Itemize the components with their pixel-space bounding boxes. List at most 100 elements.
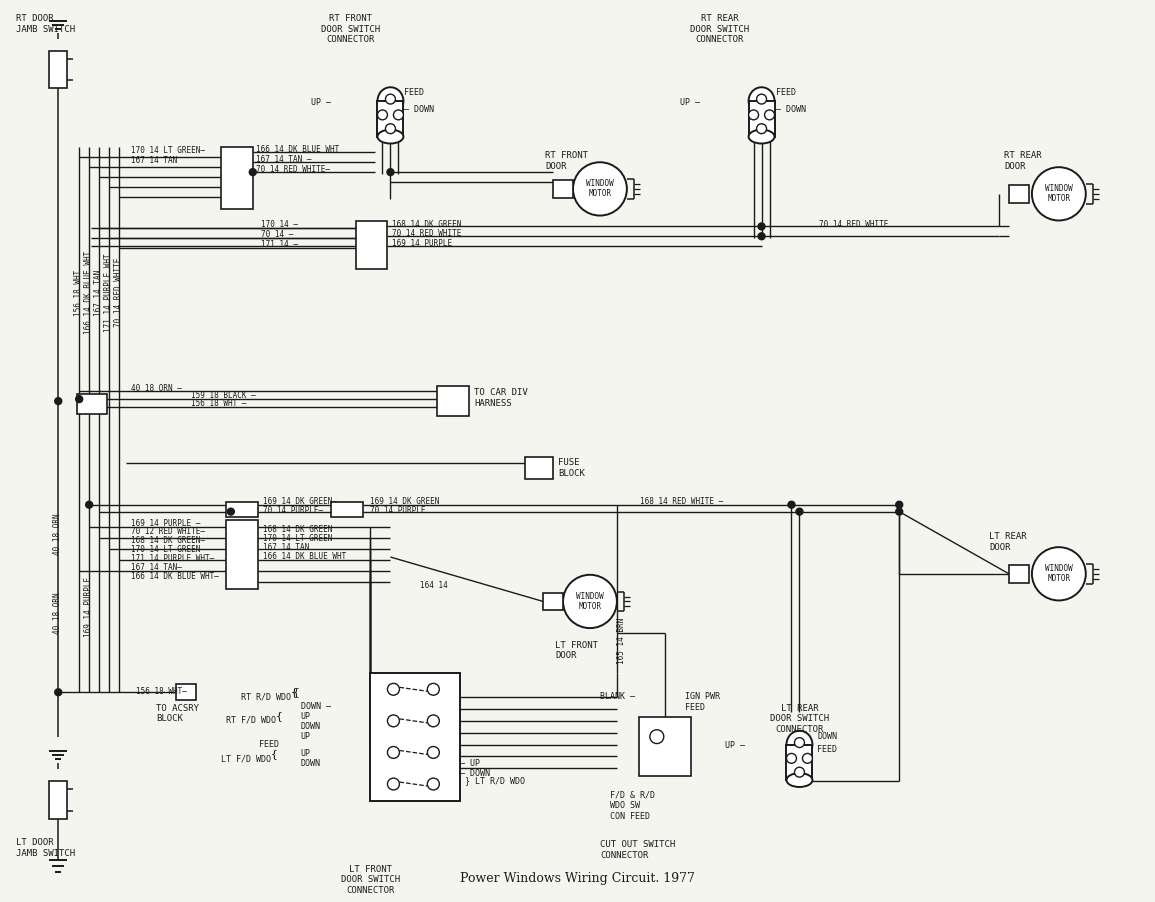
Text: Power Windows Wiring Circuit. 1977: Power Windows Wiring Circuit. 1977 [460,871,694,885]
Circle shape [427,778,439,790]
Bar [787,744,812,780]
Text: 168 14 RED WHITE —: 168 14 RED WHITE — [640,497,723,506]
Circle shape [378,110,387,120]
Text: MOTOR: MOTOR [579,602,602,611]
Ellipse shape [787,773,812,787]
Text: MOTOR: MOTOR [588,189,611,198]
Bar [226,520,258,589]
Circle shape [896,502,903,508]
Text: UP: UP [300,712,311,721]
Bar [50,51,67,88]
Text: DOWN: DOWN [818,732,837,741]
Text: 169 14 DK GREEN—: 169 14 DK GREEN— [262,497,337,506]
Circle shape [427,747,439,759]
Text: 169 14 PURPLE —: 169 14 PURPLE — [131,519,201,528]
Text: 165 14 BRN: 165 14 BRN [618,618,626,664]
Text: MOTOR: MOTOR [1048,194,1071,203]
Text: F/D & R/D
WDO SW
CON FEED: F/D & R/D WDO SW CON FEED [610,791,655,821]
Circle shape [758,223,765,230]
Text: 167 14 TAN: 167 14 TAN [94,270,103,316]
Text: UP: UP [300,750,311,759]
Circle shape [228,508,234,515]
Ellipse shape [787,731,812,759]
Ellipse shape [378,130,403,143]
Text: WINDOW: WINDOW [586,179,613,189]
Text: TO CAR DIV
HARNESS: TO CAR DIV HARNESS [475,388,528,408]
Bar [543,593,562,611]
Bar [221,147,253,208]
Text: 167 14 TAN: 167 14 TAN [131,156,178,165]
Text: FEED: FEED [818,744,837,753]
Text: 156 18 WHT —: 156 18 WHT — [191,399,246,408]
Text: {: { [292,687,299,697]
Bar [371,673,461,801]
Circle shape [1031,167,1086,220]
Text: 70 14 RED WHITE: 70 14 RED WHITE [393,229,462,238]
Text: FEED: FEED [259,740,278,749]
Text: RT REAR
DOOR SWITCH
CONNECTOR: RT REAR DOOR SWITCH CONNECTOR [690,14,750,44]
Text: 166 14 DK BLUE WHT: 166 14 DK BLUE WHT [262,552,346,561]
Circle shape [573,162,627,216]
Text: 70 14 RED WHITE—: 70 14 RED WHITE— [255,165,330,174]
Text: 170 14 LT GREEN—: 170 14 LT GREEN— [131,545,206,554]
Circle shape [650,730,664,743]
Text: 169 14 PURPLE: 169 14 PURPLE [393,239,453,248]
Bar [77,394,107,414]
Circle shape [54,398,61,405]
Bar [553,180,573,198]
Text: DOWN: DOWN [300,722,321,731]
Text: } LT R/D WDO: } LT R/D WDO [465,776,526,785]
Text: 171 14 PURPLE WHT—: 171 14 PURPLE WHT— [131,554,215,563]
Bar [176,685,196,700]
Circle shape [757,124,767,133]
Circle shape [386,124,395,133]
Text: 167 14 TAN —: 167 14 TAN — [255,155,312,164]
Text: RT FRONT
DOOR SWITCH
CONNECTOR: RT FRONT DOOR SWITCH CONNECTOR [321,14,380,44]
Ellipse shape [378,87,403,115]
Bar [639,717,691,776]
Text: 170 14 —: 170 14 — [261,220,298,229]
Text: 171 14 —: 171 14 — [261,240,298,249]
Text: 70 14 PURPLE—: 70 14 PURPLE— [262,506,323,515]
Text: LT F/D WDO: LT F/D WDO [221,754,270,763]
Text: 164 14: 164 14 [420,581,448,590]
Text: 166 14 DK BLUE WHT—: 166 14 DK BLUE WHT— [131,572,219,581]
Bar [378,101,403,136]
Text: MOTOR: MOTOR [1048,575,1071,584]
Circle shape [249,169,256,176]
Text: 169 14 DK GREEN: 169 14 DK GREEN [371,497,440,506]
Circle shape [427,715,439,727]
Ellipse shape [748,130,775,143]
Text: 168 14 DK GREEN: 168 14 DK GREEN [262,526,333,535]
Text: UP —: UP — [679,97,700,106]
Text: {: { [276,711,283,721]
Text: 40 18 ORN: 40 18 ORN [53,593,61,634]
Text: 167 14 TAN—: 167 14 TAN— [131,563,182,572]
Text: 70 14 —: 70 14 — [261,230,293,239]
Text: 70 14 RED WHITE: 70 14 RED WHITE [113,258,122,327]
Text: 40 18 ORN —: 40 18 ORN — [131,384,182,393]
Bar [356,222,387,269]
Circle shape [387,684,400,695]
Text: DOWN: DOWN [300,759,321,769]
Text: 156 18 WHT—: 156 18 WHT— [136,687,187,696]
Text: CUT OUT SWITCH
CONNECTOR: CUT OUT SWITCH CONNECTOR [599,841,676,860]
Circle shape [427,684,439,695]
Text: LT FRONT
DOOR SWITCH
CONNECTOR: LT FRONT DOOR SWITCH CONNECTOR [341,865,400,895]
Circle shape [788,502,795,508]
Text: WINDOW: WINDOW [1045,565,1073,574]
Text: 166 14 DK BLUE WHT: 166 14 DK BLUE WHT [255,145,340,154]
Text: 159 18 BLACK —: 159 18 BLACK — [191,391,255,400]
Circle shape [795,738,804,748]
Text: 168 14 DK GREEN—: 168 14 DK GREEN— [131,537,206,546]
Circle shape [757,94,767,104]
Text: RT REAR
DOOR: RT REAR DOOR [1004,152,1042,170]
Circle shape [387,715,400,727]
Text: UP —: UP — [724,741,745,750]
Circle shape [394,110,403,120]
Circle shape [387,747,400,759]
Circle shape [54,689,61,695]
Text: RT DOOR
JAMB SWITCH: RT DOOR JAMB SWITCH [16,14,75,33]
Bar [226,502,258,517]
Bar [1009,185,1029,203]
